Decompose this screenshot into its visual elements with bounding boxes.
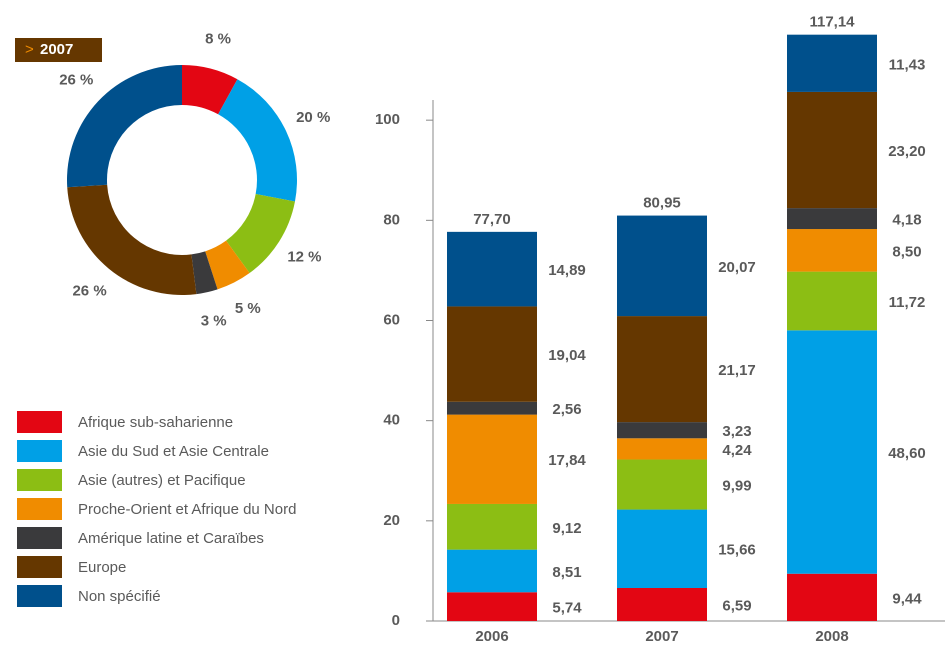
total-label: 80,95 — [643, 195, 681, 212]
value-label: 6,59 — [722, 597, 751, 614]
donut-slice — [226, 194, 295, 274]
value-label: 5,74 — [552, 600, 582, 617]
total-label: 117,14 — [809, 13, 855, 30]
legend-label: Europe — [78, 559, 126, 576]
legend-label: Proche-Orient et Afrique du Nord — [78, 501, 296, 518]
value-label: 15,66 — [718, 542, 756, 559]
value-label: 9,12 — [552, 520, 581, 537]
donut-slice — [191, 251, 218, 295]
bar-segment — [617, 438, 707, 460]
bar-segment — [787, 208, 877, 230]
x-tick-label: 2006 — [475, 628, 508, 645]
y-tick-label: 80 — [383, 211, 400, 228]
legend-swatch — [17, 440, 62, 462]
slice-label: 26 % — [72, 283, 106, 300]
bar-segment — [617, 509, 707, 588]
bar-segment — [447, 549, 537, 593]
donut-slice — [67, 65, 182, 188]
legend-swatch — [17, 469, 62, 491]
badge — [15, 38, 102, 62]
bar-segment — [787, 34, 877, 92]
slice-label: 5 % — [235, 300, 261, 317]
bar-segment — [617, 316, 707, 423]
slice-label: 12 % — [287, 249, 321, 266]
bar-segment — [617, 459, 707, 510]
bar-segment — [787, 271, 877, 331]
value-label: 8,51 — [552, 564, 581, 581]
y-tick-label: 60 — [383, 311, 400, 328]
y-tick-label: 40 — [383, 412, 400, 429]
bar-segment — [447, 231, 537, 307]
x-tick-label: 2008 — [815, 628, 848, 645]
donut-slice — [218, 79, 298, 202]
bar-segment — [787, 573, 877, 621]
bar-segment — [447, 414, 537, 504]
value-label: 14,89 — [548, 262, 586, 279]
slice-label: 8 % — [205, 31, 231, 48]
value-label: 9,99 — [722, 478, 751, 495]
value-label: 19,04 — [548, 347, 586, 364]
value-label: 11,43 — [889, 56, 926, 73]
value-label: 21,17 — [718, 362, 756, 379]
value-label: 4,18 — [892, 212, 921, 229]
bar-segment — [617, 422, 707, 439]
value-label: 48,60 — [888, 445, 926, 462]
value-label: 20,07 — [718, 259, 756, 276]
legend-swatch — [17, 411, 62, 433]
legend-label: Non spécifié — [78, 588, 161, 605]
bar-segment — [447, 503, 537, 550]
legend-swatch — [17, 498, 62, 520]
bar-segment — [787, 330, 877, 574]
y-tick-label: 20 — [383, 512, 400, 529]
badge-marker: > — [25, 41, 34, 58]
bar-segment — [447, 401, 537, 415]
badge-text: 2007 — [40, 41, 73, 58]
value-label: 9,44 — [892, 590, 922, 607]
legend-label: Asie du Sud et Asie Centrale — [78, 443, 269, 460]
value-label: 8,50 — [892, 243, 921, 260]
legend-label: Asie (autres) et Pacifique — [78, 472, 246, 489]
legend-label: Amérique latine et Caraïbes — [78, 530, 264, 547]
value-label: 17,84 — [548, 452, 586, 469]
legend-swatch — [17, 585, 62, 607]
value-label: 23,20 — [888, 143, 926, 160]
bar-segment — [447, 306, 537, 402]
slice-label: 26 % — [59, 72, 93, 89]
y-tick-label: 0 — [392, 612, 400, 629]
value-label: 3,23 — [722, 423, 751, 440]
value-label: 2,56 — [552, 401, 581, 418]
y-tick-label: 100 — [375, 111, 400, 128]
bar-segment — [787, 91, 877, 209]
donut-slice — [182, 65, 238, 115]
donut-slice — [205, 240, 250, 290]
bar-segment — [617, 215, 707, 317]
value-label: 4,24 — [722, 442, 752, 459]
value-label: 11,72 — [889, 294, 926, 311]
legend-swatch — [17, 527, 62, 549]
slice-label: 20 % — [296, 109, 330, 126]
bar-segment — [787, 229, 877, 272]
bar-segment — [617, 587, 707, 621]
total-label: 77,70 — [473, 211, 511, 228]
donut-slice — [67, 184, 197, 295]
slice-label: 3 % — [201, 312, 227, 329]
legend-label: Afrique sub-saharienne — [78, 414, 233, 431]
bar-segment — [447, 592, 537, 621]
legend-swatch — [17, 556, 62, 578]
x-tick-label: 2007 — [645, 628, 678, 645]
